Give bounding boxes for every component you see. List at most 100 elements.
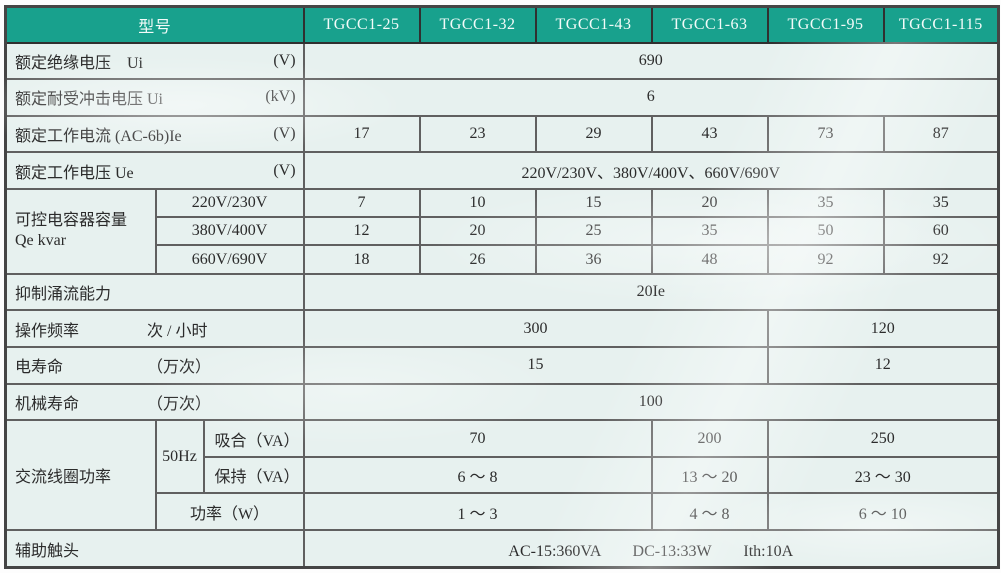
row-label: 辅助触头 (4, 529, 305, 569)
coil-frequency-label: 50Hz (154, 419, 205, 495)
cell-value: 15 (302, 345, 769, 385)
cell-value: 15 (534, 188, 653, 219)
row-electrical-life: 电寿命 （万次） 15 12 (4, 345, 1000, 385)
label-unit: (V) (273, 51, 296, 69)
cell-value: 200 (650, 419, 769, 458)
cell-value: 7 (302, 188, 421, 219)
row-capacitor-660v: 660V/690V 18 26 36 48 92 92 (6, 244, 1000, 275)
cell-value: 35 (766, 188, 885, 219)
model-label-header: 型号 (4, 5, 305, 44)
model-header-tgcc1-25: TGCC1-25 (302, 5, 421, 44)
cell-value: 20Ie (302, 272, 1000, 312)
cell-value: 100 (302, 382, 1000, 422)
label-unit: （万次） (147, 359, 212, 377)
cell-value: 26 (418, 244, 537, 275)
cell-value: 92 (766, 244, 885, 275)
row-label-coil-power: 交流线圈功率 (4, 419, 157, 532)
cell-value: 13 ～ 20 (650, 455, 769, 495)
row-insulation-voltage: 额定绝缘电压 Ui (V) 690 (4, 41, 1000, 81)
sub-row-label: 660V/690V (154, 244, 305, 275)
row-impulse-voltage: 额定耐受冲击电压 Ui (kV) 6 (4, 78, 1000, 117)
cell-value: 50 (766, 216, 885, 247)
row-rated-voltage: 额定工作电压 Ue (V) 220V/230V、380V/400V、660V/6… (4, 151, 1000, 191)
row-capacitor-380v: 380V/400V 12 20 25 35 50 60 (6, 216, 1000, 247)
cell-value: 87 (882, 114, 1000, 154)
row-label: 机械寿命 （万次） (4, 382, 305, 422)
cell-value: 6 ～ 10 (766, 492, 1000, 532)
cell-value: 35 (650, 216, 769, 247)
model-header-tgcc1-115: TGCC1-115 (882, 5, 1000, 44)
label-text: 额定工作电流 (AC-6b)Ie (15, 128, 182, 146)
cell-value: 20 (418, 216, 537, 247)
row-label: 操作频率 次 / 小时 (4, 309, 305, 348)
row-coil-pickup: 交流线圈功率 50Hz 吸合（VA） 70 200 250 (4, 419, 1000, 532)
table-header-row: 型号 TGCC1-25 TGCC1-32 TGCC1-43 TGCC1-63 T… (4, 5, 1000, 44)
sub-row-label: 220V/230V (154, 188, 305, 219)
label-line2: Qe kvar (15, 232, 67, 250)
cell-value: 250 (766, 419, 1000, 458)
cell-value: 35 (882, 188, 1000, 219)
row-coil-holding: 保持（VA） 6 ～ 8 13 ～ 20 23 ～ 30 (6, 455, 1000, 495)
model-header-tgcc1-63: TGCC1-63 (650, 5, 769, 44)
label-text: 额定绝缘电压 Ui (15, 54, 144, 72)
cell-value: 690 (302, 41, 1000, 81)
sub-row-label: 380V/400V (154, 216, 305, 247)
model-header-tgcc1-43: TGCC1-43 (534, 5, 653, 44)
cell-value: 300 (302, 309, 769, 348)
cell-value: 120 (766, 309, 1000, 348)
row-inrush-suppression: 抑制涌流能力 20Ie (4, 272, 1000, 312)
row-coil-wattage: 功率（W） 1 ～ 3 4 ～ 8 6 ～ 10 (6, 492, 1000, 532)
cell-value: 25 (534, 216, 653, 247)
label-text: 额定耐受冲击电压 Ui (15, 91, 164, 109)
cell-value: 23 ～ 30 (766, 455, 1000, 495)
cell-value: 92 (882, 244, 1000, 275)
label-text: 电寿命 (15, 359, 64, 377)
cell-value: 18 (302, 244, 421, 275)
cell-value: 17 (302, 114, 421, 154)
cell-value: 73 (766, 114, 885, 154)
label-unit: (kV) (265, 88, 296, 106)
row-operating-frequency: 操作频率 次 / 小时 300 120 (4, 309, 1000, 348)
cell-value: 220V/230V、380V/400V、660V/690V (302, 151, 1000, 191)
label-text: 机械寿命 (15, 395, 80, 413)
row-label: 抑制涌流能力 (4, 272, 305, 312)
cell-value: 36 (534, 244, 653, 275)
sub-row-label: 吸合（VA） (202, 419, 305, 458)
cell-value: 6 ～ 8 (302, 455, 653, 495)
sub-row-label: 功率（W） (154, 492, 305, 532)
cell-value: AC-15:360VA DC-13:33W Ith:10A (302, 529, 1000, 569)
cell-value: 60 (882, 216, 1000, 247)
spec-table: 型号 TGCC1-25 TGCC1-32 TGCC1-43 TGCC1-63 T… (4, 5, 1001, 569)
row-label: 额定耐受冲击电压 Ui (kV) (4, 78, 305, 117)
cell-value: 12 (302, 216, 421, 247)
label-unit: (V) (273, 125, 296, 143)
label-text: 额定工作电压 Ue (15, 164, 134, 182)
row-rated-current: 额定工作电流 (AC-6b)Ie (V) 17 23 29 43 73 87 (4, 114, 1000, 154)
label-text: 抑制涌流能力 (15, 285, 112, 303)
cell-value: 23 (418, 114, 537, 154)
row-label: 额定工作电流 (AC-6b)Ie (V) (4, 114, 305, 154)
row-mechanical-life: 机械寿命 （万次） 100 (4, 382, 1000, 422)
cell-value: 12 (766, 345, 1000, 385)
cell-value: 10 (418, 188, 537, 219)
cell-value: 43 (650, 114, 769, 154)
model-header-tgcc1-32: TGCC1-32 (418, 5, 537, 44)
cell-value: 4 ～ 8 (650, 492, 769, 532)
label-unit: （万次） (147, 395, 212, 413)
label-unit: 次 / 小时 (147, 322, 208, 340)
label-text: 辅助触头 (15, 542, 80, 560)
cell-value: 6 (302, 78, 1000, 117)
row-label: 额定工作电压 Ue (V) (4, 151, 305, 191)
row-label: 额定绝缘电压 Ui (V) (4, 41, 305, 81)
sub-row-label: 保持（VA） (202, 455, 305, 495)
row-label-capacitor-capacity: 可控电容器容量 Qe kvar (4, 188, 157, 275)
label-unit: (V) (273, 161, 296, 179)
cell-value: 70 (302, 419, 653, 458)
cell-value: 1 ～ 3 (302, 492, 653, 532)
row-capacitor-220v: 可控电容器容量 Qe kvar 220V/230V 7 10 15 20 35 … (4, 188, 1000, 275)
model-header-tgcc1-95: TGCC1-95 (766, 5, 885, 44)
label-line1: 可控电容器容量 (15, 212, 128, 230)
row-label: 电寿命 （万次） (4, 345, 305, 385)
cell-value: 29 (534, 114, 653, 154)
